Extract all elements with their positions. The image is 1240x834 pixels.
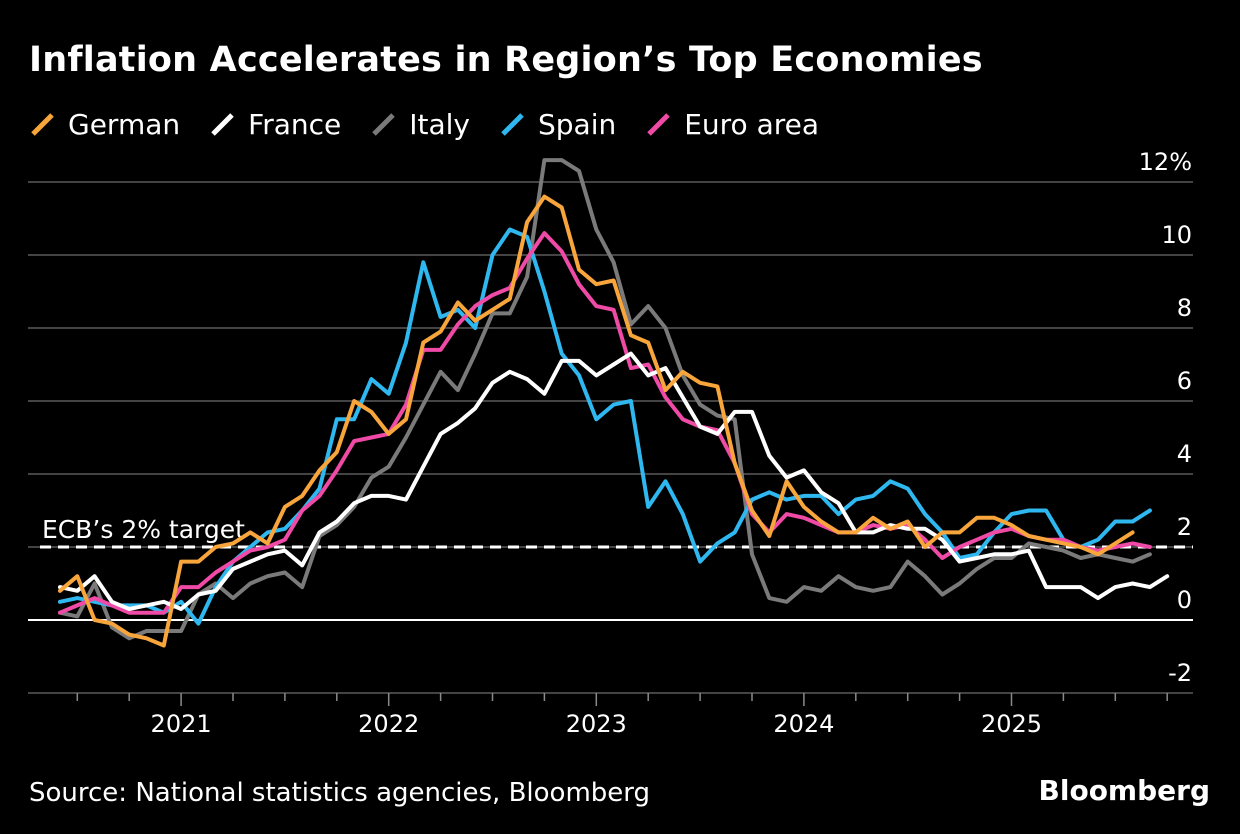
legend-item-german: German [30, 108, 180, 141]
legend-swatch-icon [372, 113, 396, 136]
legend-label: France [248, 107, 342, 141]
y-tick-label: 4 [1177, 440, 1192, 468]
y-tick-label: -2 [1168, 659, 1192, 687]
legend-item-euro-area: Euro area [646, 108, 819, 141]
chart-title: Inflation Accelerates in Region’s Top Ec… [29, 40, 983, 80]
series-line-france [58, 351, 1170, 611]
y-tick-label: 10 [1161, 221, 1192, 249]
legend-swatch-icon [211, 113, 234, 136]
ecb-target-label: ECB’s 2% target [42, 515, 245, 544]
source-note: Source: National statistics agencies, Bl… [29, 778, 651, 808]
legend-label: Italy [409, 107, 470, 141]
legend-label: German [68, 107, 181, 141]
series-line-italy [58, 158, 1152, 641]
y-tick-label: 6 [1177, 367, 1192, 395]
legend-label: Spain [537, 107, 617, 141]
legend-label: Euro area [684, 107, 820, 141]
legend-swatch-icon [647, 113, 670, 136]
x-tick-label: 2021 [151, 710, 212, 738]
x-tick-label: 2024 [773, 710, 834, 738]
x-tick-label: 2025 [981, 710, 1042, 738]
legend: German France Italy Spain Euro area [30, 104, 849, 144]
x-tick-label: 2022 [358, 710, 419, 738]
series-line-euro-area [58, 231, 1152, 615]
x-tick-label: 2023 [566, 710, 627, 738]
bloomberg-logo: Bloomberg [1038, 774, 1210, 807]
legend-swatch-icon [31, 113, 54, 136]
y-tick-label: 8 [1177, 294, 1192, 322]
legend-item-italy: Italy [371, 108, 470, 141]
legend-item-spain: Spain [500, 108, 616, 141]
legend-swatch-icon [501, 113, 524, 136]
legend-item-france: France [210, 108, 341, 141]
y-tick-label: 0 [1177, 586, 1192, 614]
y-tick-label: 2 [1177, 513, 1192, 541]
y-tick-label: 12% [1139, 148, 1192, 176]
series-line-german [58, 194, 1135, 648]
